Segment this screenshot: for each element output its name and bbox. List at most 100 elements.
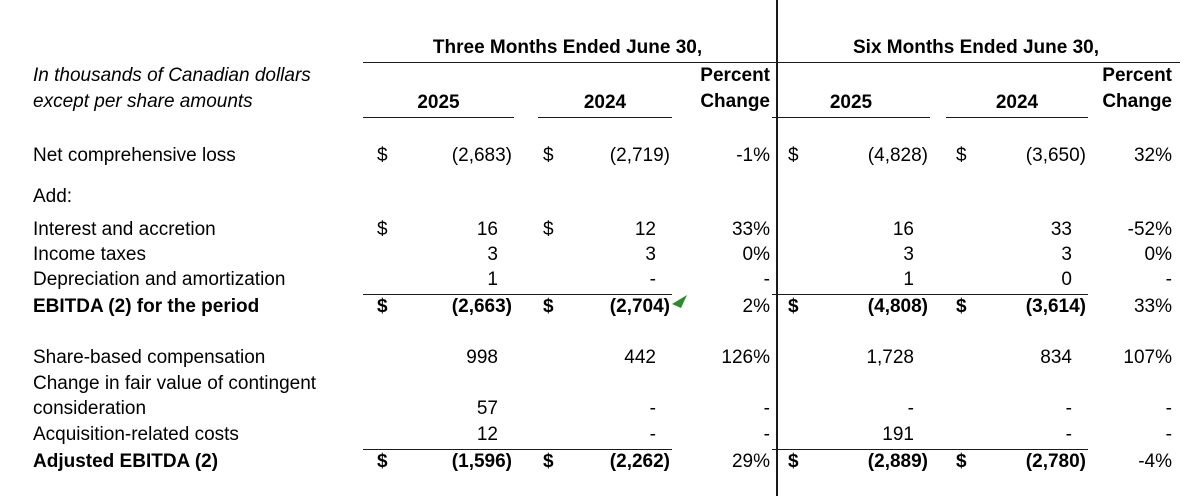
row-label: Add: [33,185,73,207]
table-row: consideration 57 - - - - - [33,398,1180,423]
table-cell: 191 [882,423,914,445]
table-cell [976,184,1088,211]
table-cell: 29% [731,451,770,472]
gap-cell [514,448,538,476]
table-cell [946,398,976,423]
gap-cell [930,398,946,423]
table-cell [363,423,393,449]
group-divider-line [776,0,778,496]
spacer-row [33,118,1180,144]
col-header-percent-change-three-months: Percent Change [672,62,772,118]
table-cell [946,372,976,398]
table-cell [363,372,393,398]
table-cell: $ [946,293,976,321]
table-cell: 0% [742,243,770,265]
table-cell [772,347,810,372]
table-cell: $ [363,448,393,476]
gap-cell [930,219,946,244]
table-cell: - [649,423,656,445]
table-cell [363,398,393,423]
table-cell [568,184,672,211]
gap-cell [514,219,538,244]
gap-cell [930,448,946,476]
gap-cell [514,398,538,423]
table-cell: - [1165,424,1172,445]
gap-cell [514,423,538,449]
table-cell: $ [377,218,388,240]
table-cell: 16 [892,218,914,240]
table-cell [946,347,976,372]
gap-cell [514,144,538,170]
table-cell: 3 [1061,243,1072,265]
table-cell [976,372,1088,398]
ebitda-reconciliation-table: Three Months Ended June 30, Six Months E… [33,0,1180,476]
col-header-2024-three-months: 2024 [538,62,672,118]
table-cell: 32% [1133,144,1172,166]
table-cell: 126% [721,347,770,368]
table-cell [538,269,568,295]
table-cell [538,347,568,372]
row-label: Share-based compensation [33,347,266,368]
gap-cell [930,269,946,295]
table-cell: 0% [1144,243,1172,265]
table-cell: - [907,398,914,419]
table-cell: 12 [476,423,498,445]
table-cell: $ [538,293,568,321]
group-title-row: Three Months Ended June 30, Six Months E… [33,34,1180,63]
table-cell [393,372,514,398]
table-cell: (2,683) [451,144,512,166]
table-cell: 33 [1050,218,1072,240]
gap-cell [930,423,946,449]
top-spacer-row [33,0,1180,34]
row-label: consideration [33,398,147,419]
table-cell: 2% [742,296,770,317]
gap-cell [514,293,538,321]
table-cell: 57 [476,398,498,419]
gap-cell [930,184,946,211]
table-cell: (2,663) [393,293,514,321]
table-cell [772,184,810,211]
table-cell [538,244,568,269]
table-cell: - [763,424,770,445]
table-row: Change in fair value of contingent [33,372,1180,398]
table-cell [363,244,393,269]
table-body: Net comprehensive loss $ (2,683) $ (2,719) -1… [33,118,1180,476]
row-label: Depreciation and amortization [33,269,286,290]
row-label: EBITDA (2) for the period [33,296,260,317]
gap-cell [514,269,538,295]
table-cell: $ [788,144,799,166]
row-label: Adjusted EBITDA (2) [33,451,219,472]
table-cell [538,423,568,449]
table-cell: (4,828) [867,144,928,166]
table-cell [363,347,393,372]
row-label: Income taxes [33,243,146,265]
table-cell: 3 [903,243,914,265]
total-row: Adjusted EBITDA (2) $ (1,596) $ (2,262) 29% $(… [33,448,1180,476]
table-cell: 33% [731,218,770,240]
table-cell [946,269,976,295]
table-cell: 12 [634,218,656,240]
table-row: Income taxes 3 3 0% 3 3 0% [33,244,1180,269]
table-cell: 16 [476,218,498,240]
table-cell [946,244,976,269]
table-cell: (2,719) [609,144,670,166]
table-cell: - [1065,398,1072,419]
gap-cell [514,184,538,211]
table-cell: $ [946,448,976,476]
table-cell: - [763,398,770,419]
group-title-three-months: Three Months Ended June 30, [363,34,772,63]
table-cell [538,184,568,211]
gap-cell [930,144,946,170]
percent-label: Percent [1102,64,1172,86]
gap-cell [930,293,946,321]
column-header-row: In thousands of Canadian dollars except … [33,62,1180,118]
table-cell: 107% [1123,347,1172,368]
table-cell: - [649,398,656,419]
row-label: Change in fair value of contingent [33,373,317,394]
table-cell: (2,262) [568,448,672,476]
table-cell [810,184,930,211]
table-cell: - [763,269,770,290]
table-cell: $ [772,293,810,321]
table-cell: 1 [903,268,914,290]
